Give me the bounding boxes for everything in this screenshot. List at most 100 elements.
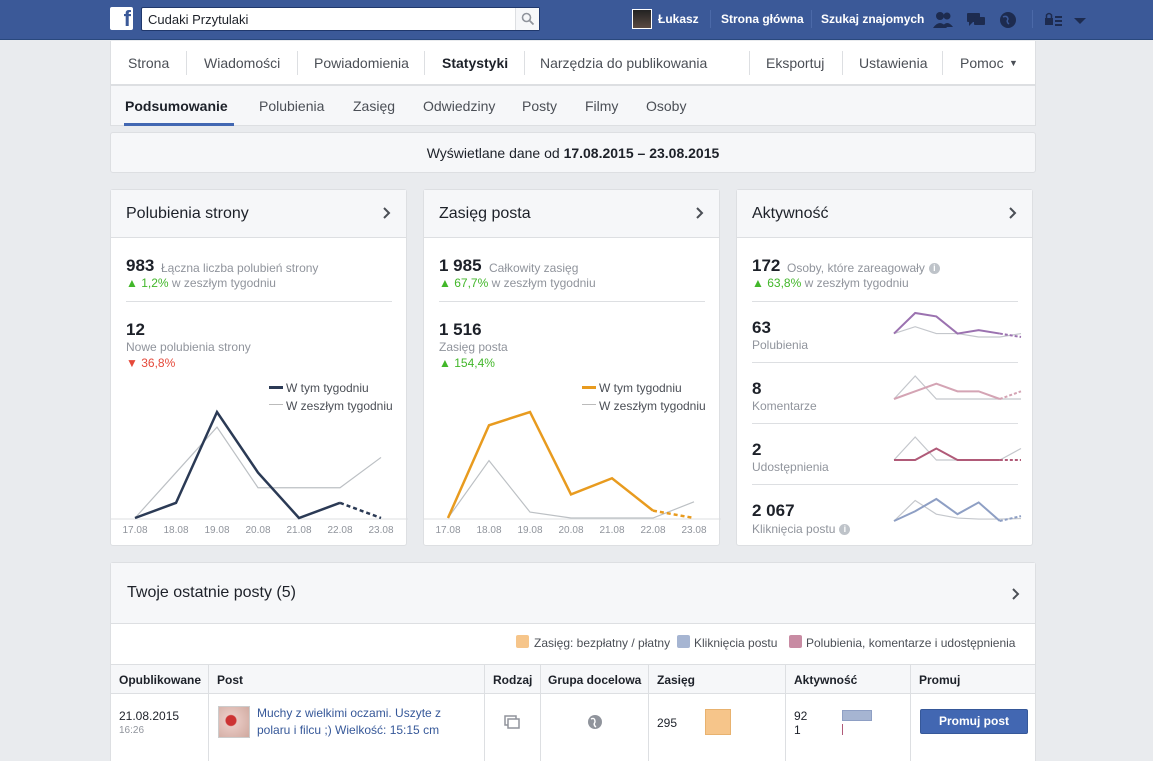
divider	[752, 301, 1018, 302]
top-bar: f Cudaki Przytulaki Łukasz Strona główna…	[0, 0, 1153, 40]
clicks-bar	[842, 710, 872, 721]
series-this-week-projection	[652, 509, 695, 520]
series-this-week-projection	[339, 501, 382, 520]
card-header[interactable]: Polubienia strony	[111, 190, 406, 238]
notifications-globe-icon[interactable]	[997, 10, 1019, 30]
divider	[710, 10, 711, 28]
friend-requests-icon[interactable]	[932, 10, 954, 30]
series-last-week-line	[134, 426, 382, 519]
chevron-right-icon[interactable]	[1011, 587, 1021, 601]
new-likes-change: ▼ 36,8%	[126, 356, 176, 370]
column-targeting[interactable]: Grupa docelowa	[548, 673, 642, 687]
help-caret-down-icon[interactable]: ▼	[1009, 58, 1018, 68]
promote-post-button[interactable]: Promuj post	[920, 709, 1028, 734]
info-icon[interactable]: i	[928, 263, 940, 275]
divider	[785, 664, 786, 761]
column-post[interactable]: Post	[217, 673, 244, 687]
engagement-bar	[842, 724, 843, 735]
card-header[interactable]: Aktywność	[737, 190, 1032, 238]
reach-line-chart: 17.08 18.08 19.08 20.08 21.08 22.08 23.08	[424, 410, 721, 536]
divider	[297, 51, 298, 75]
divider	[126, 301, 392, 302]
column-type[interactable]: Rodzaj	[493, 673, 533, 687]
legend-reach: Zasięg: bezpłatny / płatny	[534, 636, 671, 650]
total-likes-value: 983	[126, 256, 155, 275]
post-text-link[interactable]: Muchy z wielkimi oczami. Uszyte z polaru…	[257, 706, 442, 737]
total-likes-label: Łączna liczba polubień strony	[161, 261, 319, 275]
sparkline-this-week	[894, 447, 1000, 461]
messages-icon[interactable]	[965, 10, 987, 30]
profile-link[interactable]: Łukasz	[658, 12, 699, 26]
chevron-right-icon[interactable]	[1008, 206, 1018, 220]
x-tick-label: 17.08	[435, 525, 460, 536]
tab-insights[interactable]: Statystyki	[442, 55, 509, 71]
divider	[752, 484, 1018, 485]
column-engagement[interactable]: Aktywność	[794, 673, 858, 687]
legend-last-week: W zeszłym tygodniu	[286, 399, 393, 413]
divider	[524, 51, 525, 75]
post-reach-card: Zasięg posta 1 985 Całkowity zasięg ▲ 67…	[423, 189, 721, 546]
chevron-right-icon[interactable]	[382, 206, 392, 220]
column-reach[interactable]: Zasięg	[657, 673, 696, 687]
date-range-text: Wyświetlane dane od 17.08.2015 – 23.08.2…	[426, 145, 720, 161]
column-published[interactable]: Opublikowane	[119, 673, 202, 687]
avatar[interactable]	[632, 9, 652, 29]
search-button[interactable]	[515, 8, 539, 30]
subtab-posts[interactable]: Posty	[522, 98, 558, 114]
reach-bar	[705, 709, 731, 735]
tab-publishing-tools[interactable]: Narzędzia do publikowania	[540, 55, 708, 71]
privacy-shortcuts-icon[interactable]	[1043, 10, 1065, 30]
tab-help[interactable]: Pomoc	[960, 55, 1004, 71]
subtab-likes[interactable]: Polubienia	[259, 98, 325, 114]
facebook-logo-icon[interactable]: f	[110, 6, 133, 31]
tab-page[interactable]: Strona	[128, 55, 170, 71]
status-update-type-icon	[504, 715, 520, 729]
card-header[interactable]: Zasięg posta	[424, 190, 719, 238]
divider	[648, 664, 649, 761]
total-reach-label: Całkowity zasięg	[489, 261, 579, 275]
engagement-card: Aktywność 172 Osoby, które zareagowały i …	[736, 189, 1033, 546]
metric-comments-label: Komentarze	[752, 399, 817, 413]
tab-messages[interactable]: Wiadomości	[204, 55, 281, 71]
total-reach-value: 1 985	[439, 256, 482, 275]
tab-export[interactable]: Eksportuj	[766, 55, 825, 71]
posts-header[interactable]: Twoje ostatnie posty (5)	[111, 563, 1035, 624]
x-tick-label: 18.08	[163, 525, 188, 536]
total-likes-change: ▲ 1,2% w zeszłym tygodniu	[126, 276, 276, 290]
subtab-overview[interactable]: Podsumowanie	[125, 98, 228, 114]
divider	[749, 51, 750, 75]
subtab-videos[interactable]: Filmy	[585, 98, 619, 114]
post-thumbnail[interactable]	[218, 706, 250, 738]
new-likes-label: Nowe polubienia strony	[126, 340, 251, 354]
info-icon[interactable]: i	[839, 524, 851, 536]
legend-last-week-swatch	[269, 404, 283, 405]
x-tick-label: 19.08	[517, 525, 542, 536]
tab-settings[interactable]: Ustawienia	[859, 55, 928, 71]
chevron-right-icon[interactable]	[695, 206, 705, 220]
table-header: Opublikowane Post Rodzaj Grupa docelowa …	[111, 664, 1035, 694]
tab-notifications[interactable]: Powiadomienia	[314, 55, 409, 71]
divider	[752, 423, 1018, 424]
legend-reach-swatch	[516, 635, 529, 648]
home-link[interactable]: Strona główna	[721, 12, 804, 26]
column-promote[interactable]: Promuj	[919, 673, 961, 687]
people-engaged-value: 172	[752, 256, 781, 275]
find-friends-link[interactable]: Szukaj znajomych	[821, 12, 925, 26]
metric-shares-value: 2	[752, 440, 762, 459]
sparkline-projection	[999, 515, 1022, 522]
x-tick-label: 22.08	[327, 525, 352, 536]
legend-this-week-swatch	[582, 386, 596, 389]
subtab-visits[interactable]: Odwiedziny	[423, 98, 496, 114]
subtab-reach[interactable]: Zasięg	[353, 98, 396, 114]
x-tick-label: 20.08	[245, 525, 270, 536]
account-menu-chevron-down-icon[interactable]	[1070, 10, 1092, 30]
posts-title: Twoje ostatnie posty (5)	[127, 584, 296, 601]
divider	[540, 664, 541, 761]
search-input[interactable]: Cudaki Przytulaki	[141, 7, 540, 31]
divider	[910, 664, 911, 761]
new-likes-value: 12	[126, 320, 145, 339]
divider	[811, 10, 812, 28]
metric-clicks-label: Kliknięcia postu i	[752, 522, 851, 536]
sparkline-projection	[999, 332, 1022, 338]
subtab-people[interactable]: Osoby	[646, 98, 687, 114]
